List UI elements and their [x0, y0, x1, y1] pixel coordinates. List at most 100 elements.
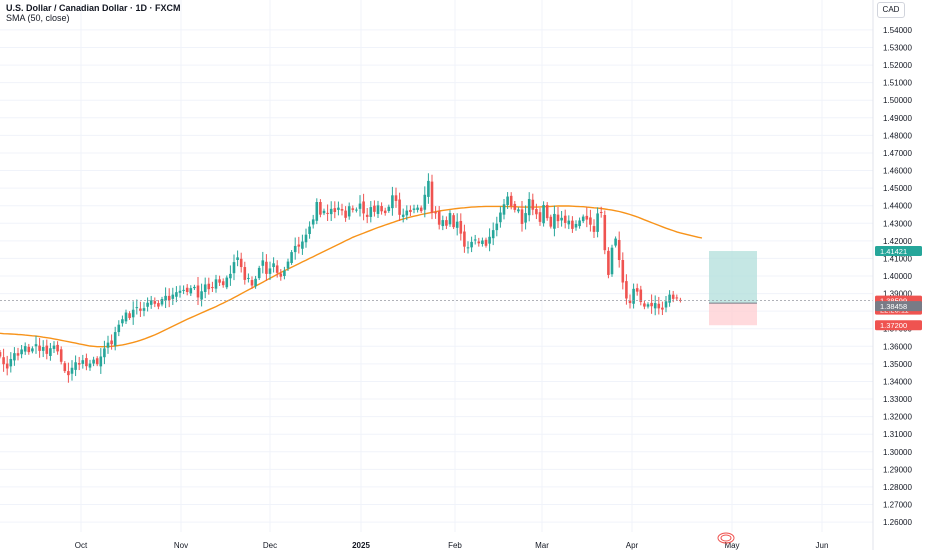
candle-body: [160, 299, 164, 305]
price-tick-label: 1.53000: [883, 43, 912, 52]
stop-price-tag: [875, 320, 922, 331]
candle-body: [221, 281, 225, 286]
candle-body: [603, 215, 607, 251]
candle-body: [301, 241, 304, 249]
candle-body: [373, 205, 376, 212]
candle-body: [391, 195, 394, 209]
candle-body: [527, 199, 531, 216]
candle-body: [517, 209, 520, 212]
candle-body: [347, 206, 351, 217]
candle-body: [423, 194, 427, 210]
price-tick-label: 1.48000: [883, 131, 912, 140]
candle-body: [27, 346, 31, 353]
candle-body: [103, 348, 106, 358]
entry-price-tag-label: 1.38458: [880, 302, 907, 311]
candle-body: [358, 203, 362, 209]
candle-body: [542, 204, 545, 224]
candle-body: [531, 199, 535, 210]
symbol-title[interactable]: U.S. Dollar / Canadian Dollar · 1D · FXC…: [6, 3, 181, 13]
candle-body: [466, 247, 470, 249]
candle-body: [311, 219, 315, 225]
candle-body: [117, 324, 121, 333]
candle-body: [481, 240, 484, 245]
candle-body: [441, 220, 445, 227]
candle-body: [319, 201, 322, 215]
candle-body: [560, 217, 563, 221]
candle-body: [193, 286, 196, 289]
candle-body: [412, 208, 416, 210]
candle-body: [409, 209, 412, 213]
candle-body: [556, 214, 560, 222]
price-tick-label: 1.45000: [883, 184, 912, 193]
candle-body: [365, 214, 369, 217]
candle-body: [585, 215, 589, 220]
time-axis[interactable]: Oct Nov Dec 2025 Feb Mar Apr May Jun: [75, 541, 829, 550]
candle-body: [182, 289, 185, 291]
candle-body: [488, 236, 491, 244]
candle-body: [99, 356, 103, 367]
loss-zone: [709, 303, 757, 326]
currency-button[interactable]: CAD: [877, 2, 905, 18]
price-tick-label: 1.33000: [883, 395, 912, 404]
stop-price-tag-label: 1.37200: [880, 321, 907, 330]
candle-body: [452, 215, 455, 228]
candle-body: [614, 238, 617, 246]
candle-body: [45, 345, 49, 354]
candle-body: [293, 245, 297, 253]
candle-body: [268, 268, 272, 274]
goto-realtime-icon[interactable]: [717, 532, 735, 544]
candle-body: [326, 212, 329, 214]
profit-zone: [709, 251, 757, 304]
candle-body: [38, 345, 41, 351]
candle-body: [185, 287, 189, 292]
candle-body: [110, 340, 113, 345]
candle-body: [506, 196, 509, 205]
candle-body: [661, 307, 664, 310]
price-tick-label: 1.35000: [883, 360, 912, 369]
candle-body: [355, 209, 358, 211]
candle-body: [239, 258, 243, 268]
candle-body: [70, 367, 74, 374]
candle-body: [351, 208, 355, 210]
candle-body: [142, 308, 146, 311]
indicator-legend[interactable]: SMA (50, close): [6, 13, 70, 23]
candle-body: [257, 267, 261, 279]
candle-body: [88, 363, 92, 368]
candle-body: [538, 212, 542, 222]
candle-body: [261, 260, 265, 266]
candle-body: [650, 302, 653, 307]
candle-body: [646, 304, 650, 307]
price-tick-label: 1.40000: [883, 272, 912, 281]
candle-body: [610, 247, 614, 275]
candle-body: [304, 234, 308, 243]
candle-body: [344, 210, 347, 218]
candle-body: [430, 181, 434, 213]
entry-price-tag: [875, 301, 922, 312]
candle-body: [653, 303, 657, 309]
candle-body: [596, 213, 599, 232]
candle-body: [337, 207, 340, 210]
price-axis[interactable]: 1.54000 1.53000 1.52000 1.51000 1.50000 1.490…: [883, 26, 912, 527]
candle-body: [250, 280, 254, 286]
sma-polyline: [0, 205, 703, 348]
candle-body: [286, 261, 290, 269]
price-tick-label: 1.54000: [883, 26, 912, 35]
candle-body: [427, 180, 430, 197]
price-tick-label: 1.39000: [883, 290, 912, 299]
candle-body: [477, 241, 481, 244]
candle-body: [74, 362, 77, 370]
candle-body: [675, 297, 679, 299]
candle-body: [124, 312, 128, 322]
long-position-tool[interactable]: [709, 251, 757, 326]
price-tick-label: 1.32000: [883, 413, 912, 422]
candle-body: [509, 195, 513, 207]
candle-body: [171, 294, 175, 299]
time-tick-label: Jun: [816, 541, 829, 550]
candle-body: [470, 241, 473, 248]
candle-body: [106, 342, 110, 348]
candle-body: [495, 223, 499, 231]
candle-body: [394, 195, 398, 201]
price-tick-label: 1.41000: [883, 254, 912, 263]
candle-body: [635, 288, 639, 292]
